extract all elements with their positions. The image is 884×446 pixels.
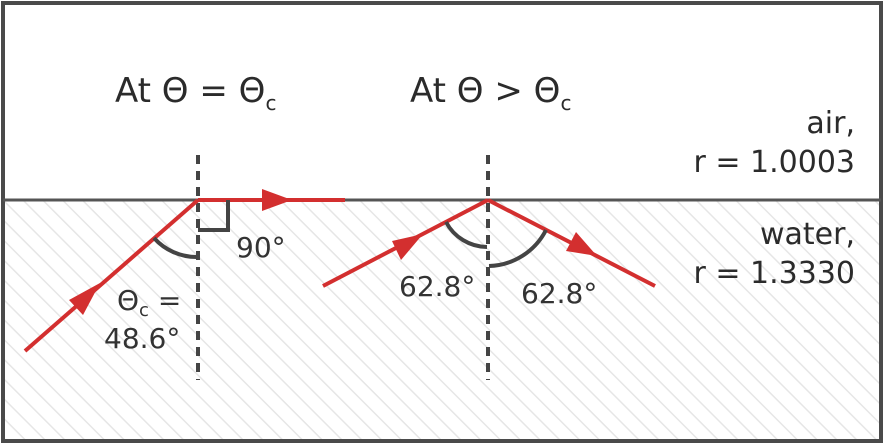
right-title: At Θ > Θc xyxy=(410,71,571,115)
incident-angle-arc xyxy=(444,221,488,249)
water-index-label: r = 1.3330 xyxy=(693,256,855,291)
air-index-label: r = 1.0003 xyxy=(693,145,855,180)
reflected-angle-arc xyxy=(488,229,548,268)
left-incident-ray xyxy=(23,198,200,353)
right-angle-label: 90° xyxy=(236,231,286,264)
water-medium-label: water, xyxy=(760,217,855,252)
water-region xyxy=(3,200,881,441)
incident-angle-label: 62.8° xyxy=(399,270,475,303)
critical-angle-label: Θc = xyxy=(117,284,181,321)
critical-angle-arc xyxy=(152,236,198,260)
critical-angle-value: 48.6° xyxy=(104,322,180,355)
reflected-angle-label: 62.8° xyxy=(521,277,597,310)
left-incident-arrow-icon xyxy=(69,283,100,315)
air-medium-label: air, xyxy=(806,106,855,141)
right-reflected-arrow-icon xyxy=(566,232,597,256)
right-angle-mark xyxy=(198,200,230,232)
left-title: At Θ = Θc xyxy=(115,71,276,115)
right-incident-arrow-icon xyxy=(392,234,423,260)
left-refracted-arrow-icon xyxy=(262,189,292,211)
